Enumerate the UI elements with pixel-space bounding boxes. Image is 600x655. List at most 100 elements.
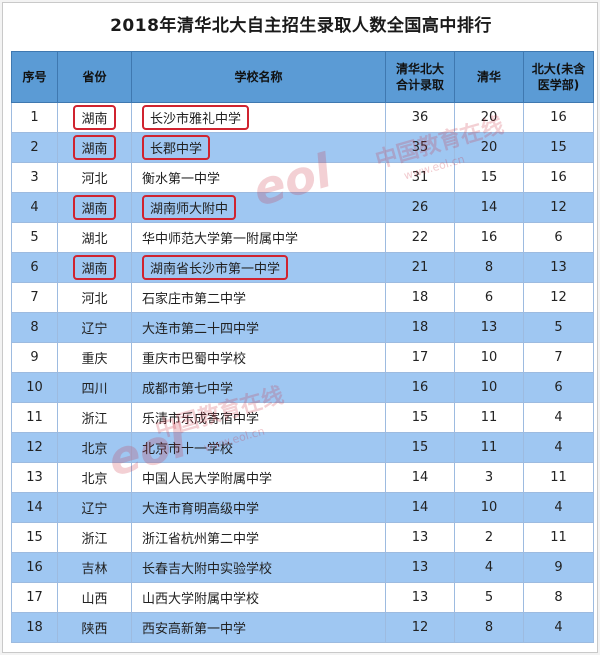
tsinghua-cell: 5 bbox=[454, 582, 524, 613]
school-cell: 湖南师大附中 bbox=[131, 192, 386, 223]
school-cell-text: 中国人民大学附属中学 bbox=[142, 472, 273, 487]
table-row: 7 河北 石家庄市第二中学 18 6 12 bbox=[11, 282, 594, 313]
tsinghua-cell: 8 bbox=[454, 612, 524, 643]
tsinghua-cell-text: 14 bbox=[480, 200, 498, 215]
total-cell-text: 14 bbox=[411, 500, 429, 515]
rank-cell: 8 bbox=[11, 312, 58, 343]
rank-cell-text: 10 bbox=[26, 380, 43, 395]
province-cell-text: 河北 bbox=[81, 292, 108, 307]
rank-cell: 5 bbox=[11, 222, 58, 253]
province-cell: 辽宁 bbox=[57, 312, 132, 343]
tsinghua-cell-text: 2 bbox=[484, 530, 494, 545]
table-row: 5 湖北 华中师范大学第一附属中学 22 16 6 bbox=[11, 222, 594, 253]
total-cell-text: 13 bbox=[411, 560, 429, 575]
header-total: 清华北大 合计录取 bbox=[385, 51, 455, 103]
pku-cell-text: 15 bbox=[550, 140, 567, 155]
header-tsinghua: 清华 bbox=[454, 51, 524, 103]
rank-cell: 1 bbox=[11, 102, 58, 133]
total-cell-text: 15 bbox=[411, 440, 429, 455]
rank-cell: 18 bbox=[11, 612, 58, 643]
school-cell-text: 衡水第一中学 bbox=[142, 172, 221, 187]
tsinghua-cell: 20 bbox=[454, 102, 524, 133]
school-cell-text: 大连市育明高级中学 bbox=[142, 502, 260, 517]
school-cell: 长春吉大附中实验学校 bbox=[131, 552, 386, 583]
rank-cell-text: 18 bbox=[26, 620, 43, 635]
province-cell: 陕西 bbox=[57, 612, 132, 643]
table-row: 15 浙江 浙江省杭州第二中学 13 2 11 bbox=[11, 522, 594, 553]
total-cell-text: 31 bbox=[411, 170, 429, 185]
header-pku-line2: 医学部) bbox=[537, 78, 580, 92]
rank-cell-text: 2 bbox=[30, 140, 39, 155]
rank-cell-text: 1 bbox=[30, 110, 39, 125]
rank-cell-text: 14 bbox=[26, 500, 43, 515]
table-row: 3 河北 衡水第一中学 31 15 16 bbox=[11, 162, 594, 193]
school-cell-text: 浙江省杭州第二中学 bbox=[142, 532, 260, 547]
school-cell: 石家庄市第二中学 bbox=[131, 282, 386, 313]
rank-cell-text: 15 bbox=[26, 530, 43, 545]
province-cell-highlighted: 湖南 bbox=[73, 135, 116, 160]
tsinghua-cell-text: 8 bbox=[484, 260, 494, 275]
tsinghua-cell-text: 6 bbox=[484, 290, 494, 305]
school-cell-text: 长春吉大附中实验学校 bbox=[142, 562, 273, 577]
header-rank: 序号 bbox=[11, 51, 58, 103]
rank-cell-text: 17 bbox=[26, 590, 43, 605]
province-cell: 重庆 bbox=[57, 342, 132, 373]
tsinghua-cell: 14 bbox=[454, 192, 524, 223]
pku-cell: 6 bbox=[523, 372, 594, 403]
header-province: 省份 bbox=[57, 51, 132, 103]
school-cell-highlighted: 长郡中学 bbox=[142, 135, 211, 160]
pku-cell-text: 5 bbox=[554, 320, 563, 335]
pku-cell-text: 4 bbox=[554, 620, 563, 635]
school-cell-text: 西安高新第一中学 bbox=[142, 622, 247, 637]
total-cell-text: 35 bbox=[411, 140, 429, 155]
table-row: 1 湖南 长沙市雅礼中学 36 20 16 bbox=[11, 102, 594, 133]
pku-cell-text: 4 bbox=[554, 500, 563, 515]
school-cell: 长郡中学 bbox=[131, 132, 386, 163]
pku-cell-text: 12 bbox=[550, 290, 567, 305]
province-cell-text: 山西 bbox=[81, 592, 108, 607]
total-cell: 15 bbox=[385, 432, 455, 463]
tsinghua-cell: 11 bbox=[454, 402, 524, 433]
rank-cell-text: 8 bbox=[30, 320, 39, 335]
table-row: 6 湖南 湖南省长沙市第一中学 21 8 13 bbox=[11, 252, 594, 283]
table-row: 11 浙江 乐清市乐成寄宿中学 15 11 4 bbox=[11, 402, 594, 433]
province-cell: 湖南 bbox=[57, 192, 132, 223]
rank-cell: 13 bbox=[11, 462, 58, 493]
province-cell-highlighted: 湖南 bbox=[73, 105, 116, 130]
tsinghua-cell: 10 bbox=[454, 342, 524, 373]
total-cell-text: 18 bbox=[411, 290, 429, 305]
total-cell-text: 21 bbox=[411, 260, 429, 275]
table-row: 8 辽宁 大连市第二十四中学 18 13 5 bbox=[11, 312, 594, 343]
province-cell-highlighted: 湖南 bbox=[73, 195, 116, 220]
pku-cell-text: 6 bbox=[554, 380, 563, 395]
total-cell: 16 bbox=[385, 372, 455, 403]
total-cell-text: 12 bbox=[411, 620, 429, 635]
total-cell: 14 bbox=[385, 462, 455, 493]
tsinghua-cell-text: 3 bbox=[484, 470, 494, 485]
school-cell-text: 大连市第二十四中学 bbox=[142, 322, 260, 337]
tsinghua-cell: 15 bbox=[454, 162, 524, 193]
school-cell: 浙江省杭州第二中学 bbox=[131, 522, 386, 553]
tsinghua-cell-text: 8 bbox=[484, 620, 494, 635]
province-cell: 湖南 bbox=[57, 132, 132, 163]
school-cell: 衡水第一中学 bbox=[131, 162, 386, 193]
province-cell: 河北 bbox=[57, 282, 132, 313]
table-row: 4 湖南 湖南师大附中 26 14 12 bbox=[11, 192, 594, 223]
table-row: 18 陕西 西安高新第一中学 12 8 4 bbox=[11, 612, 594, 643]
rank-cell: 16 bbox=[11, 552, 58, 583]
pku-cell: 16 bbox=[523, 162, 594, 193]
province-cell-text: 辽宁 bbox=[81, 322, 108, 337]
tsinghua-cell-text: 20 bbox=[480, 110, 498, 125]
school-cell: 湖南省长沙市第一中学 bbox=[131, 252, 386, 283]
pku-cell-text: 11 bbox=[550, 530, 567, 545]
province-cell: 北京 bbox=[57, 462, 132, 493]
rank-cell-text: 4 bbox=[30, 200, 39, 215]
province-cell: 吉林 bbox=[57, 552, 132, 583]
pku-cell-text: 12 bbox=[550, 200, 567, 215]
rank-cell: 11 bbox=[11, 402, 58, 433]
pku-cell-text: 11 bbox=[550, 470, 567, 485]
school-cell-text: 成都市第七中学 bbox=[142, 382, 234, 397]
pku-cell: 6 bbox=[523, 222, 594, 253]
province-cell: 湖南 bbox=[57, 252, 132, 283]
tsinghua-cell: 13 bbox=[454, 312, 524, 343]
